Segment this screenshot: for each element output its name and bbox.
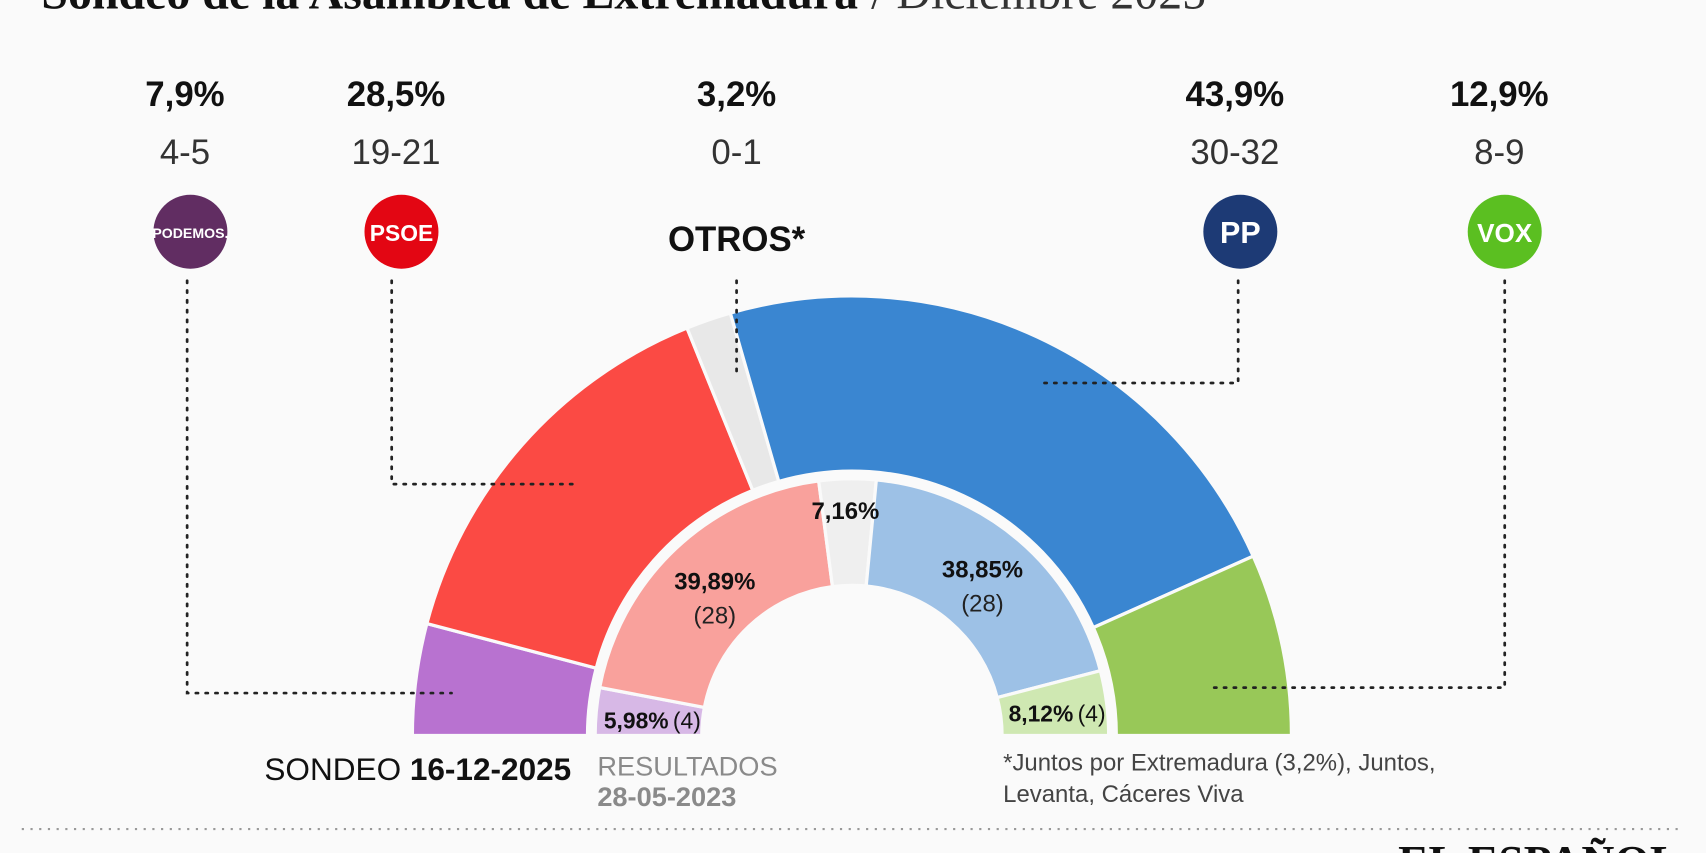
title-line: Sondeo de la Asamblea de Extremadura / Di… <box>41 0 1206 20</box>
chart-title: Sondeo de la Asamblea de Extremadura <box>41 0 858 20</box>
legend-date: 28-05-2023 <box>597 781 736 812</box>
leader-line <box>185 279 453 695</box>
leader-line <box>1037 279 1240 385</box>
party-logo-text: PODEMOS. <box>152 225 228 241</box>
party-logo-text: PP <box>1220 216 1261 250</box>
source: EL ESPAÑOL <box>1398 836 1680 853</box>
party-logo-text: PSOE <box>370 220 433 246</box>
result-percent: 38,85% <box>942 557 1023 584</box>
poll-percent: 43,9% <box>1186 75 1285 114</box>
party-logo-text: VOX <box>1477 218 1533 248</box>
segment <box>424 325 755 671</box>
chart-subtitle: / Diciembre 2025 <box>871 0 1206 20</box>
party-logo <box>364 194 439 269</box>
legend-outer: SONDEO 16-12-2025 <box>264 751 571 787</box>
result-label: 5,98% (4) <box>604 707 701 733</box>
result-percent: 8,12% <box>1009 701 1074 727</box>
party-logo <box>1467 194 1542 269</box>
party-logo <box>153 194 228 269</box>
footnote: *Juntos por Extremadura (3,2%), Juntos, … <box>1003 748 1436 808</box>
legend-date: 16-12-2025 <box>410 751 571 787</box>
result-seats: (28) <box>961 590 1004 617</box>
result-label: 8,12% (4) <box>1009 701 1106 727</box>
result-percent: 5,98% <box>604 707 669 733</box>
footnote-box: *Juntos por Extremadura (3,2%), Juntos, … <box>1003 748 1436 808</box>
segment <box>864 478 1103 700</box>
poll-seats: 30-32 <box>1190 133 1279 172</box>
poll-percent: 28,5% <box>347 75 446 114</box>
leader-line <box>390 279 575 486</box>
segment <box>1091 553 1294 738</box>
result-seats: (28) <box>694 602 737 629</box>
poll-percent: 12,9% <box>1450 75 1549 114</box>
result-seats: (4) <box>1078 701 1106 727</box>
poll-seats: 4-5 <box>160 133 210 172</box>
poll-percent: 3,2% <box>697 75 776 114</box>
legend-name: RESULTADOS <box>597 750 777 781</box>
segment <box>597 479 835 710</box>
result-seats: (4) <box>673 707 701 733</box>
poll-percent: 7,9% <box>145 75 224 114</box>
poll-seats: 8-9 <box>1474 133 1524 172</box>
result-percent: 7,16% <box>811 498 879 525</box>
party-label: OTROS* <box>668 220 806 259</box>
segment <box>728 294 1256 630</box>
legend-name: SONDEO <box>264 751 401 787</box>
party-logo <box>1203 194 1278 269</box>
poll-seats: 19-21 <box>352 133 441 172</box>
result-percent: 39,89% <box>674 569 755 596</box>
poll-seats: 0-1 <box>711 133 761 172</box>
segment <box>995 668 1111 738</box>
